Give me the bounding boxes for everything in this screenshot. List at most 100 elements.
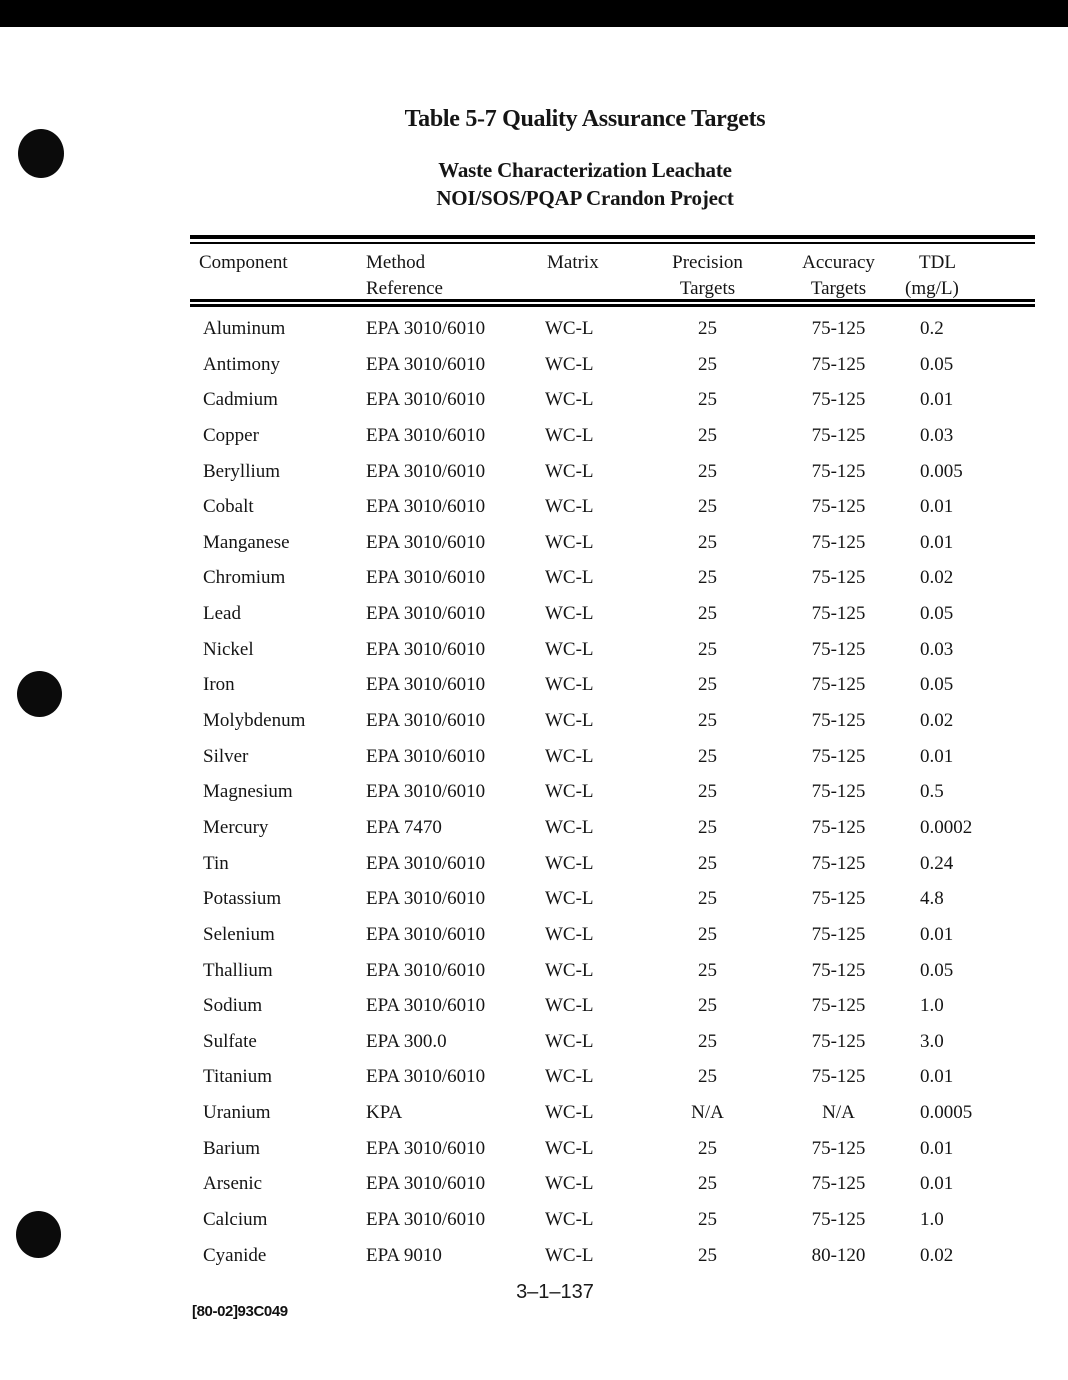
table-cell: Chromium [203, 567, 286, 589]
table-cell: 25 [698, 1244, 717, 1266]
table-cell: 75-125 [811, 1173, 866, 1195]
table-cell: Calcium [203, 1209, 268, 1231]
table-cell: EPA 3010/6010 [366, 1066, 486, 1088]
table-cell: Arsenic [203, 1173, 263, 1195]
table-cell: 25 [698, 995, 717, 1017]
table-cell: 75-125 [811, 603, 866, 625]
table-cell: 0.02 [920, 567, 954, 589]
table-cell: 75-125 [811, 567, 866, 589]
table-cell: 1.0 [920, 1209, 944, 1231]
table-cell: 75-125 [811, 531, 866, 553]
table-cell: Molybdenum [203, 710, 306, 732]
table-row: Thallium EPA 3010/6010 WC-L 25 75-125 0.05 [190, 960, 1035, 996]
table-cell: 25 [698, 353, 717, 375]
table-cell: WC-L [545, 603, 594, 625]
table-cell: 0.02 [920, 710, 954, 732]
table-cell: 4.8 [920, 888, 944, 910]
subtitle-line-1: Waste Characterization Leachate [438, 158, 732, 182]
table-cell: WC-L [545, 389, 594, 411]
table-cell: WC-L [545, 745, 594, 767]
table-cell: Sodium [203, 995, 263, 1017]
table-cell: 25 [698, 745, 717, 767]
table-cell: 0.0005 [920, 1102, 973, 1124]
table-cell: 1.0 [920, 995, 944, 1017]
table-cell: EPA 3010/6010 [366, 852, 486, 874]
table-row: Copper EPA 3010/6010 WC-L 25 75-125 0.03 [190, 425, 1035, 461]
table-cell: 75-125 [811, 1066, 866, 1088]
table-cell: 0.01 [920, 923, 954, 945]
table-cell: Iron [203, 674, 235, 696]
col-header-precision-targets: Precision Targets [672, 252, 743, 299]
table-row: Calcium EPA 3010/6010 WC-L 25 75-125 1.0 [190, 1209, 1035, 1245]
table-cell: WC-L [545, 1173, 594, 1195]
hole-punch-dot [17, 671, 62, 717]
table-cell: Potassium [203, 888, 282, 910]
table-cell: 0.5 [920, 781, 944, 803]
table-cell: 75-125 [811, 995, 866, 1017]
table-cell: WC-L [545, 1137, 594, 1159]
table-cell: Uranium [203, 1102, 271, 1124]
table-cell: 75-125 [811, 496, 866, 518]
table-cell: 75-125 [811, 710, 866, 732]
table-cell: 75-125 [811, 318, 866, 339]
table-cell: EPA 3010/6010 [366, 710, 486, 732]
table-cell: 25 [698, 852, 717, 874]
table-cell: EPA 3010/6010 [366, 567, 486, 589]
table-row: Chromium EPA 3010/6010 WC-L 25 75-125 0.02 [190, 567, 1035, 603]
table-cell: WC-L [545, 710, 594, 732]
table-cell: Barium [203, 1137, 260, 1159]
table-cell: Nickel [203, 638, 254, 660]
table-cell: 0.01 [920, 531, 954, 553]
table-rule-top-thin [190, 242, 1035, 244]
col-header-tdl: TDL (mg/L) [905, 252, 959, 299]
table-cell: WC-L [545, 424, 594, 446]
table-cell: WC-L [545, 460, 594, 482]
table-row: Manganese EPA 3010/6010 WC-L 25 75-125 0.01 [190, 532, 1035, 568]
table-cell: Cyanide [203, 1244, 267, 1266]
col-header-matrix: Matrix [547, 252, 599, 273]
table-cell: EPA 3010/6010 [366, 781, 486, 803]
table-cell: WC-L [545, 1066, 594, 1088]
table-cell: EPA 3010/6010 [366, 424, 486, 446]
scan-artifact-top-bar [0, 0, 1068, 27]
table-row: Titanium EPA 3010/6010 WC-L 25 75-125 0.01 [190, 1066, 1035, 1102]
table-cell: WC-L [545, 816, 594, 838]
hole-punch-dot [16, 1211, 61, 1258]
table-row: Cadmium EPA 3010/6010 WC-L 25 75-125 0.01 [190, 389, 1035, 425]
table-cell: 75-125 [811, 424, 866, 446]
table-cell: EPA 3010/6010 [366, 923, 486, 945]
table-cell: Selenium [203, 923, 275, 945]
table-cell: 25 [698, 389, 717, 411]
table-cell: Aluminum [203, 318, 286, 339]
table-cell: 0.0002 [920, 816, 973, 838]
qa-targets-table: Component Method Reference Matrix Precis… [190, 235, 1035, 1266]
col-header-accuracy-targets: Accuracy Targets [802, 252, 875, 299]
table-cell: 25 [698, 567, 717, 589]
table-cell: 25 [698, 959, 717, 981]
table-cell: WC-L [545, 1102, 594, 1124]
table-cell: WC-L [545, 1030, 594, 1052]
table-cell: WC-L [545, 674, 594, 696]
table-cell: 80-120 [811, 1244, 866, 1266]
table-header-row: Component Method Reference Matrix Precis… [190, 250, 1035, 302]
table-cell: 75-125 [811, 745, 866, 767]
table-cell: WC-L [545, 959, 594, 981]
table-cell: WC-L [545, 496, 594, 518]
table-cell: 75-125 [811, 781, 866, 803]
table-cell: EPA 3010/6010 [366, 674, 486, 696]
table-row: Lead EPA 3010/6010 WC-L 25 75-125 0.05 [190, 603, 1035, 639]
table-cell: 25 [698, 1209, 717, 1231]
table-rule-header-bottom-1 [190, 299, 1035, 302]
table-cell: WC-L [545, 1209, 594, 1231]
table-cell: Sulfate [203, 1030, 257, 1052]
table-cell: 75-125 [811, 923, 866, 945]
table-cell: EPA 300.0 [366, 1030, 447, 1052]
table-body: Aluminum EPA 3010/6010 WC-L 25 75-125 0.2 Anti… [190, 318, 1035, 1280]
table-cell: 0.03 [920, 638, 954, 660]
table-cell: Lead [203, 603, 241, 625]
table-cell: 0.05 [920, 959, 954, 981]
table-cell: 75-125 [811, 674, 866, 696]
table-cell: N/A [822, 1102, 855, 1124]
table-cell: EPA 9010 [366, 1244, 442, 1266]
